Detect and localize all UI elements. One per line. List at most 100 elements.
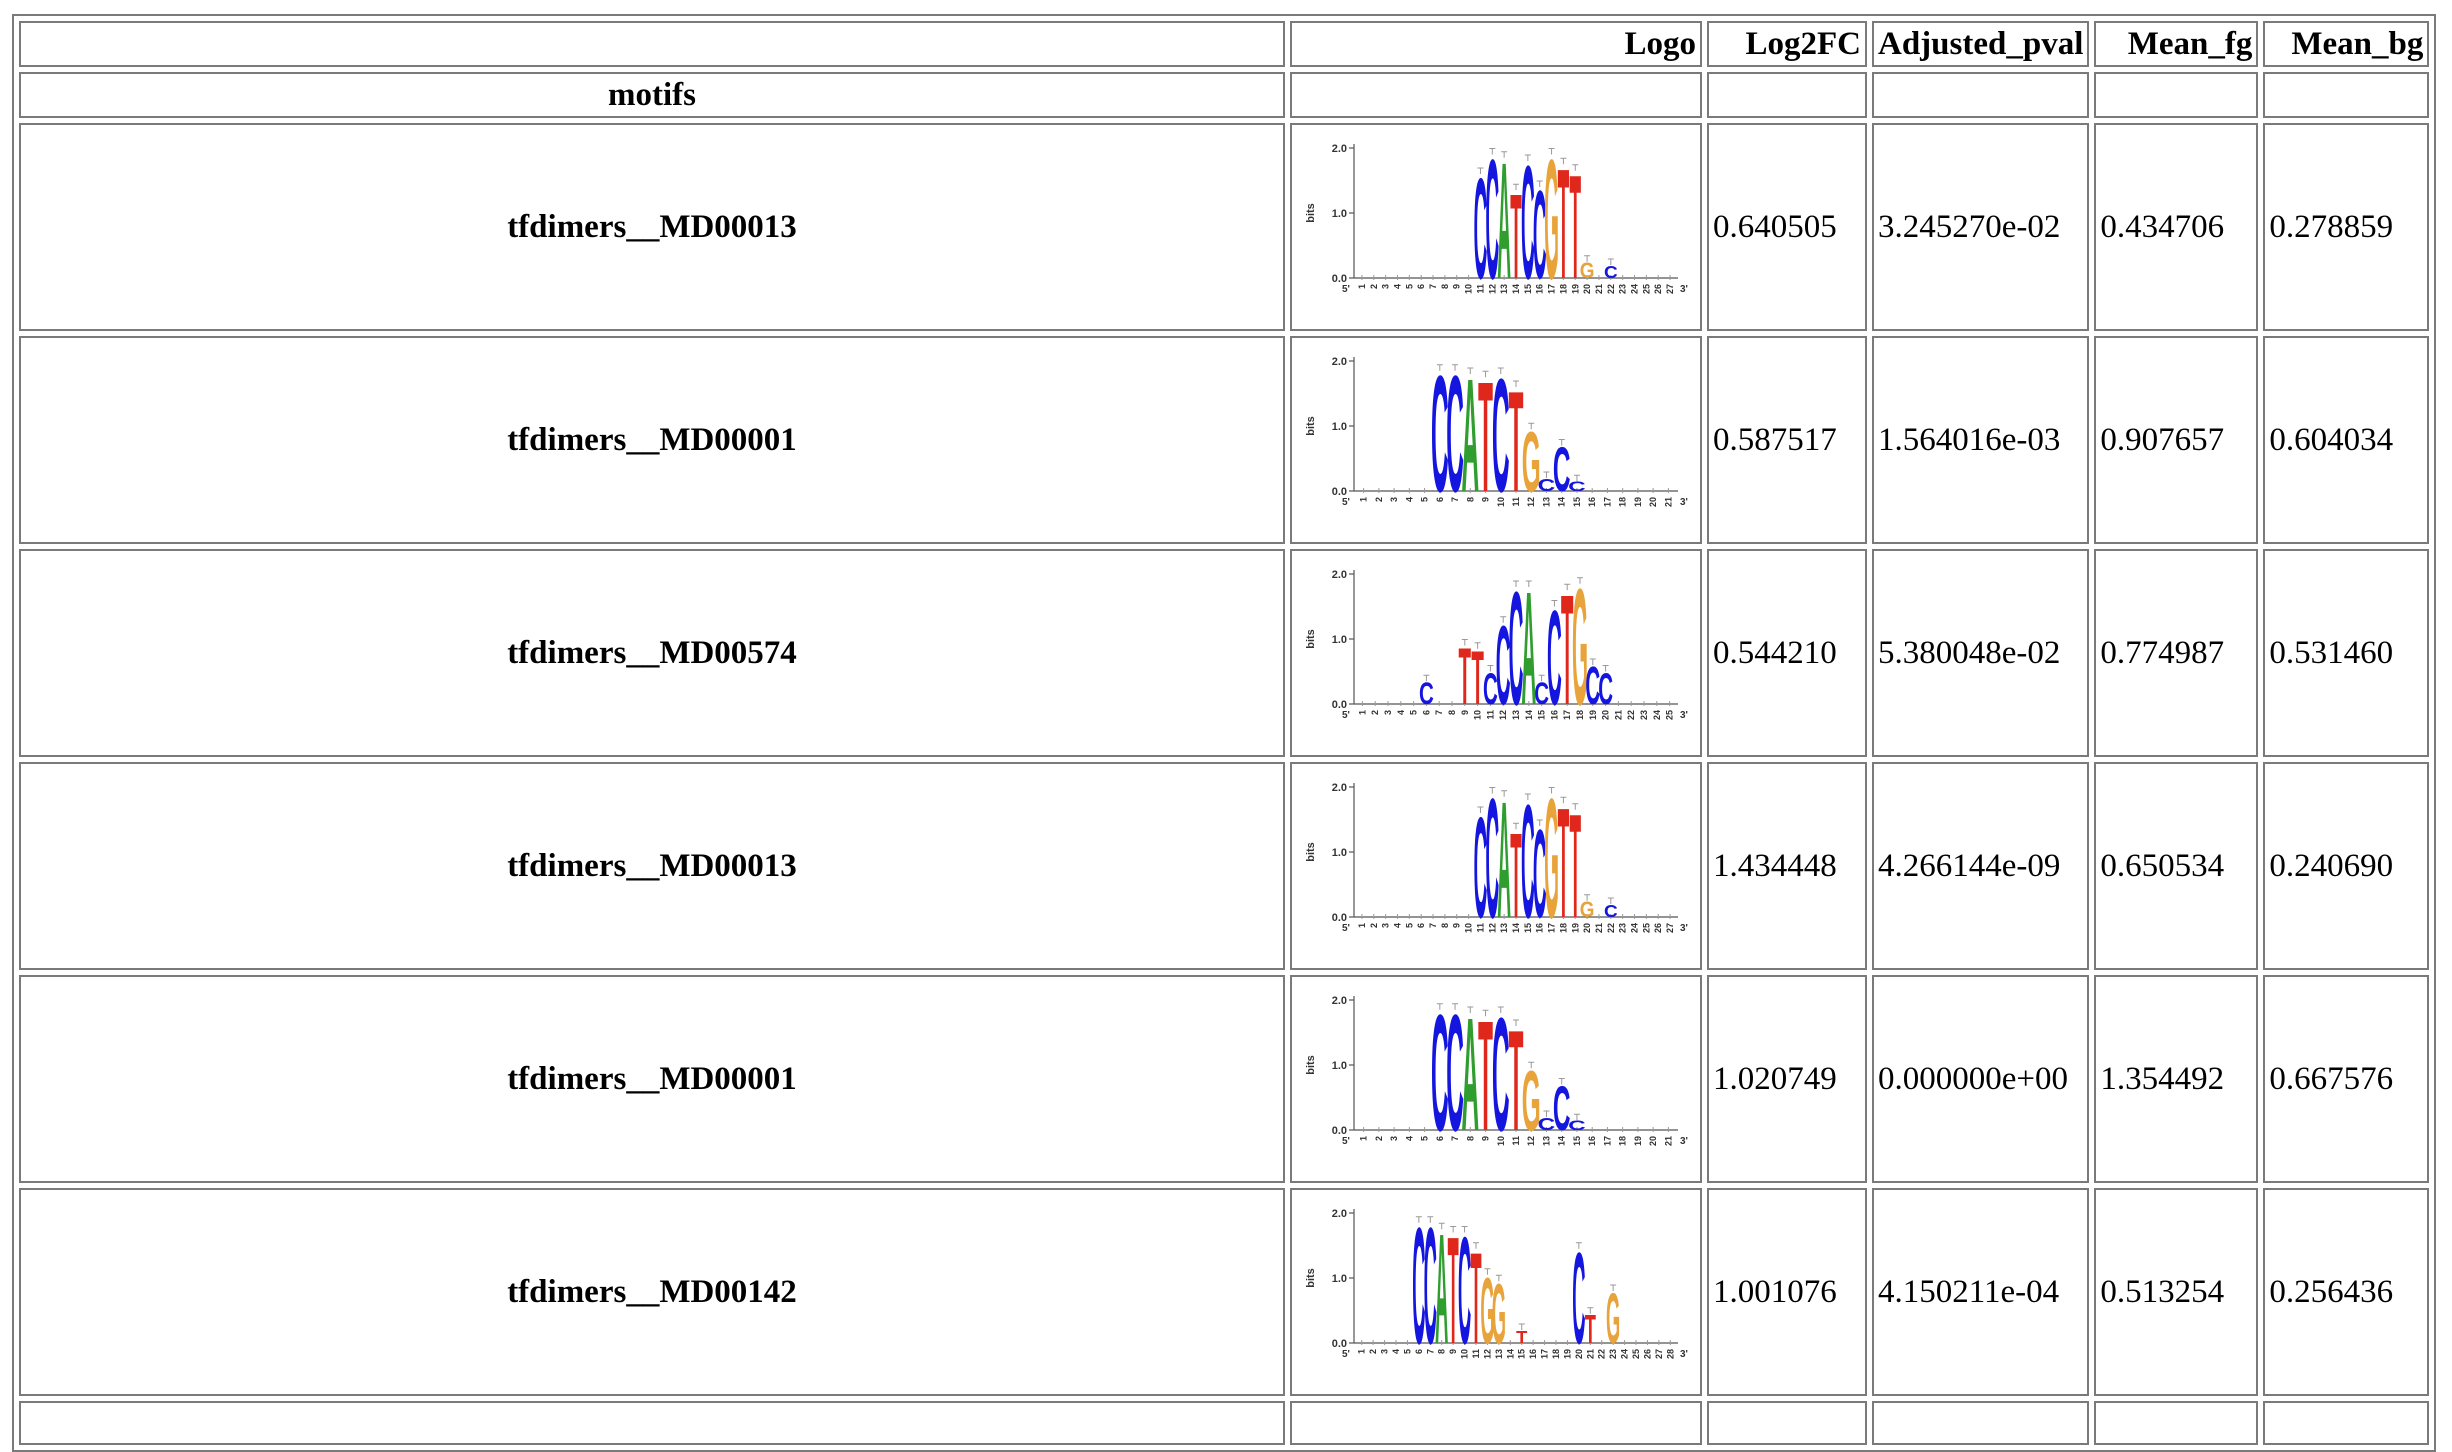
logo-position-label: 9 bbox=[1448, 1349, 1458, 1354]
logo-y-tick-label: 1.0 bbox=[1332, 208, 1347, 220]
logo-position-label: 19 bbox=[1633, 497, 1643, 507]
logo-letter-T: T bbox=[1558, 136, 1570, 311]
logo-position-label: 18 bbox=[1575, 710, 1585, 720]
logo-position-label: 15 bbox=[1523, 284, 1533, 294]
empty-cell bbox=[2094, 1401, 2259, 1445]
logo-position-label: 13 bbox=[1499, 284, 1509, 294]
logo-position-label: 3 bbox=[1389, 1136, 1399, 1141]
logo-y-tick-label: 1.0 bbox=[1332, 634, 1347, 646]
logo-letter-T: T bbox=[1470, 1225, 1481, 1371]
logo-position-label: 23 bbox=[1608, 1349, 1618, 1359]
mean-bg-value: 0.240690 bbox=[2263, 762, 2430, 970]
logo-position-label: 5 bbox=[1404, 923, 1414, 928]
logo-position-label: 10 bbox=[1496, 1136, 1506, 1146]
logo-letter-C: C bbox=[1485, 130, 1499, 315]
logo-y-tick-label: 1.0 bbox=[1332, 1060, 1347, 1072]
logo-position-label: 1 bbox=[1357, 1349, 1367, 1354]
logo-3prime-label: 3' bbox=[1680, 1349, 1688, 1360]
logo-position-label: 6 bbox=[1421, 710, 1431, 715]
logo-letter-T: T bbox=[1478, 987, 1493, 1163]
logo-letter-C: C bbox=[1598, 664, 1613, 714]
logo-position-label: 18 bbox=[1558, 284, 1568, 294]
motif-name: tfdimers__MD00001 bbox=[19, 336, 1285, 544]
logo-position-label: 8 bbox=[1437, 1349, 1447, 1354]
empty-header-cell bbox=[2263, 72, 2430, 118]
logo-position-label: 17 bbox=[1602, 1136, 1612, 1146]
logo-cell: 0.0 1.0 2.0 bits 1 2 3 4 5 6 7 8 9 10 11 12 13 14 15 16 17 18… bbox=[1290, 975, 1702, 1183]
logo-letter-G: G bbox=[1606, 1279, 1620, 1358]
logo-position-label: 6 bbox=[1414, 1349, 1424, 1354]
logo-position-label: 16 bbox=[1535, 284, 1545, 294]
logo-position-label: 24 bbox=[1630, 284, 1640, 294]
logo-letter-C: C bbox=[1474, 147, 1488, 308]
logo-position-label: 6 bbox=[1435, 497, 1445, 502]
mean-bg-value: 0.531460 bbox=[2263, 549, 2430, 757]
logo-letter-C: C bbox=[1568, 1118, 1586, 1133]
table-row: tfdimers__MD00001 0.0 1.0 2.0 bits 1 2 3 4 5 6 7 8 9… bbox=[19, 975, 2430, 1183]
logo-position-label: 4 bbox=[1404, 1136, 1414, 1141]
logo-y-tick-label: 0.0 bbox=[1332, 1338, 1347, 1350]
adjusted-pval-value: 0.000000e+00 bbox=[1872, 975, 2090, 1183]
logo-position-label: 2 bbox=[1370, 710, 1380, 715]
logo-position-label: 7 bbox=[1428, 923, 1438, 928]
logo-y-tick-label: 1.0 bbox=[1332, 421, 1347, 433]
logo-cell: 0.0 1.0 2.0 bits 1 2 3 4 5 6 7 8 9 10 11 12 13 14 15 16 17 18… bbox=[1290, 762, 1702, 970]
logo-y-label: bits bbox=[1305, 1268, 1317, 1288]
logo-position-label: 3 bbox=[1389, 497, 1399, 502]
logo-letter-C: C bbox=[1534, 675, 1549, 711]
logo-position-label: 13 bbox=[1499, 923, 1509, 933]
adjusted-pval-value: 4.266144e-09 bbox=[1872, 762, 2090, 970]
logo-5prime-label: 5' bbox=[1342, 497, 1350, 508]
logo-position-label: 19 bbox=[1588, 710, 1598, 720]
logo-letter-C: C bbox=[1521, 772, 1535, 952]
index-label: motifs bbox=[19, 72, 1285, 118]
logo-position-label: 13 bbox=[1541, 497, 1551, 507]
adjusted-pval-value: 1.564016e-03 bbox=[1872, 336, 2090, 544]
logo-position-label: 8 bbox=[1440, 284, 1450, 289]
logo-position-label: 11 bbox=[1511, 1136, 1521, 1146]
logo-position-label: 1 bbox=[1357, 923, 1367, 928]
logo-position-label: 11 bbox=[1485, 710, 1495, 720]
logo-position-label: 27 bbox=[1665, 284, 1675, 294]
logo-position-label: 1 bbox=[1359, 497, 1369, 502]
logo-3prime-label: 3' bbox=[1680, 923, 1688, 934]
logo-letter-G: G bbox=[1480, 1259, 1494, 1363]
logo-letter-G: G bbox=[1522, 1053, 1541, 1148]
logo-letter-C: C bbox=[1492, 985, 1510, 1164]
logo-position-label: 9 bbox=[1481, 1136, 1491, 1141]
log2fc-value: 0.587517 bbox=[1707, 336, 1867, 544]
logo-5prime-label: 5' bbox=[1342, 1136, 1350, 1147]
logo-letter-T: T bbox=[1459, 632, 1472, 721]
logo-letter-C: C bbox=[1568, 479, 1586, 494]
logo-position-label: 22 bbox=[1606, 923, 1616, 933]
logo-position-label: 21 bbox=[1594, 923, 1604, 933]
logo-letter-T: T bbox=[1569, 146, 1581, 310]
empty-cell bbox=[2263, 1401, 2430, 1445]
logo-letter-T: T bbox=[1448, 1206, 1459, 1376]
logo-letter-T: T bbox=[1471, 634, 1484, 720]
log2fc-value: 1.020749 bbox=[1707, 975, 1867, 1183]
logo-position-label: 21 bbox=[1663, 497, 1673, 507]
logo-position-label: 14 bbox=[1557, 497, 1567, 507]
logo-position-label: 10 bbox=[1473, 710, 1483, 720]
logo-letter-C: C bbox=[1446, 982, 1464, 1166]
motif-name: tfdimers__MD00574 bbox=[19, 549, 1285, 757]
logo-position-label: 19 bbox=[1633, 1136, 1643, 1146]
logo-position-label: 21 bbox=[1594, 284, 1604, 294]
logo-letter-C: C bbox=[1585, 655, 1600, 716]
logo-position-label: 18 bbox=[1618, 1136, 1628, 1146]
logo-letter-C: C bbox=[1496, 603, 1511, 728]
logo-position-label: 12 bbox=[1487, 923, 1497, 933]
logo-position-label: 12 bbox=[1482, 1349, 1492, 1359]
logo-position-label: 21 bbox=[1585, 1349, 1595, 1359]
logo-position-label: 12 bbox=[1498, 710, 1508, 720]
empty-cell bbox=[1707, 1401, 1867, 1445]
logo-letter-C: C bbox=[1547, 583, 1562, 733]
logo-position-label: 8 bbox=[1440, 923, 1450, 928]
logo-3prime-label: 3' bbox=[1680, 497, 1688, 508]
logo-position-label: 25 bbox=[1631, 1349, 1641, 1359]
logo-position-label: 3 bbox=[1383, 710, 1393, 715]
